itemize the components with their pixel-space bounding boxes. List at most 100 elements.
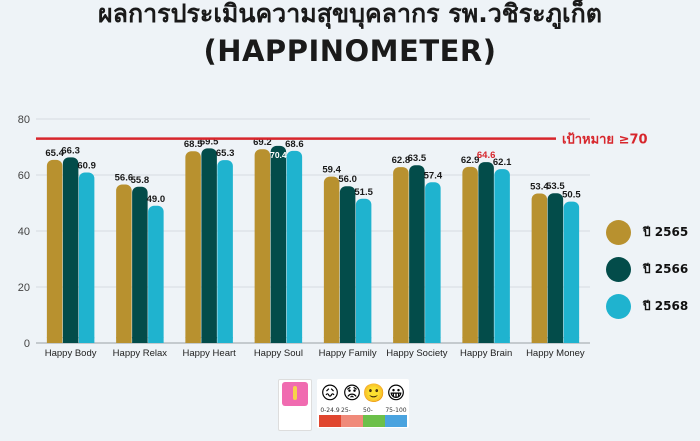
x-tick-label: Happy Society — [386, 348, 448, 359]
bar-base — [547, 337, 564, 343]
bar — [547, 193, 564, 343]
y-tick-label: 80 — [18, 114, 30, 126]
data-label: 53.5 — [546, 181, 565, 192]
legend-label: ปี 2566 — [643, 262, 689, 276]
mood-range-label: 0-24.9 — [320, 407, 340, 414]
data-label: 50.5 — [562, 190, 581, 201]
x-tick-label: Happy Soul — [254, 348, 303, 359]
data-label: 62.1 — [493, 157, 512, 168]
data-label: 70.4 — [270, 150, 287, 160]
bar — [393, 167, 409, 343]
bar-base — [78, 337, 95, 343]
bar-base — [355, 337, 372, 343]
data-label: 60.9 — [77, 160, 96, 171]
data-label: 69.5 — [200, 136, 219, 147]
thermometer-icon — [282, 382, 308, 406]
bar-base — [254, 337, 271, 343]
x-tick-label: Happy Brain — [460, 348, 512, 359]
bar-base — [478, 337, 494, 343]
x-tick-label: Happy Relax — [113, 348, 168, 359]
data-label: 62.8 — [392, 155, 411, 166]
y-tick-label: 20 — [18, 282, 30, 294]
mood-range-label: 50-74.9 — [363, 407, 376, 423]
target-label: เป้าหมาย ≥70 — [562, 132, 648, 148]
x-tick-label: Happy Heart — [182, 348, 236, 359]
data-label: 56.0 — [338, 174, 357, 185]
data-label: 55.8 — [131, 175, 150, 186]
x-tick-label: Happy Money — [526, 348, 585, 359]
happiness-scale: 😖 0-24.9 😟 25-49.9 🙂 50-74.9 😀 75-100 — [278, 379, 409, 431]
smile-face-icon: 🙂 — [362, 383, 386, 403]
mood-range-bar — [385, 415, 407, 427]
y-tick-label: 40 — [18, 226, 30, 238]
x-tick-label: Happy Family — [319, 348, 377, 359]
data-label: 51.5 — [354, 187, 373, 198]
bar-base — [217, 337, 233, 343]
legend-item-2568: ปี 2568 — [606, 294, 688, 319]
y-tick-label: 0 — [24, 338, 30, 350]
bar-base — [531, 337, 548, 343]
bar-base — [323, 337, 340, 343]
data-label: 57.4 — [424, 170, 443, 181]
bar — [494, 169, 510, 343]
bar — [46, 159, 63, 343]
legend-swatch — [606, 257, 631, 282]
data-label: 65.3 — [216, 148, 235, 159]
bar — [270, 145, 287, 343]
bar — [217, 160, 233, 343]
bar — [254, 149, 271, 343]
data-label: 66.3 — [61, 145, 80, 156]
bar — [563, 201, 580, 343]
data-label: 56.6 — [115, 173, 134, 184]
data-label: 68.6 — [285, 139, 304, 150]
bar-base — [425, 337, 441, 343]
chart-title: ผลการประเมินความสุขบุคลากร รพ.วชิระภูเก็… — [98, 0, 602, 28]
bar — [201, 148, 217, 343]
bar — [339, 186, 356, 343]
bar — [409, 165, 425, 343]
data-label: 49.0 — [147, 194, 166, 205]
legend-label: ปี 2565 — [643, 225, 689, 239]
legend-item-2566: ปี 2566 — [606, 257, 688, 282]
grin-face-icon: 😀 — [386, 383, 406, 403]
data-label: 63.5 — [408, 153, 427, 164]
bar-base — [409, 337, 425, 343]
bar — [148, 205, 164, 343]
bar — [323, 176, 340, 343]
legend-swatch — [606, 294, 631, 319]
bar-base — [563, 337, 580, 343]
bar — [78, 172, 95, 343]
bar — [185, 151, 201, 343]
mood-cell-happy: 🙂 50-74.9 — [363, 380, 385, 427]
mood-range-label: 75-100 — [385, 407, 407, 414]
bar — [478, 162, 494, 343]
data-label: 59.4 — [322, 165, 341, 176]
bar — [116, 184, 132, 343]
chart-subtitle: (HAPPINOMETER) — [203, 34, 497, 68]
legend-swatch — [606, 220, 631, 245]
bar-base — [270, 337, 287, 343]
bar — [531, 193, 548, 343]
data-label: 64.6 — [477, 150, 496, 161]
data-label: 62.9 — [461, 155, 480, 166]
bar — [355, 198, 372, 343]
bar-base — [286, 337, 303, 343]
bar-base — [62, 337, 79, 343]
thermometer-card — [278, 379, 312, 431]
mood-range-bar — [341, 415, 363, 427]
bar-base — [185, 337, 201, 343]
mood-cell-unhappy: 😟 25-49.9 — [341, 380, 363, 427]
sad-face-icon: 😟 — [342, 383, 362, 403]
mood-cell-very-unhappy: 😖 0-24.9 — [319, 380, 341, 427]
y-tick-label: 60 — [18, 170, 30, 182]
bar — [132, 186, 148, 343]
mood-range-bar — [319, 415, 341, 427]
bar-base — [393, 337, 409, 343]
bar-base — [148, 337, 164, 343]
bar-base — [494, 337, 510, 343]
bar — [425, 182, 441, 343]
data-label: 68.5 — [184, 139, 203, 150]
mood-range-label: 25-49.9 — [341, 407, 354, 423]
bar-base — [116, 337, 132, 343]
